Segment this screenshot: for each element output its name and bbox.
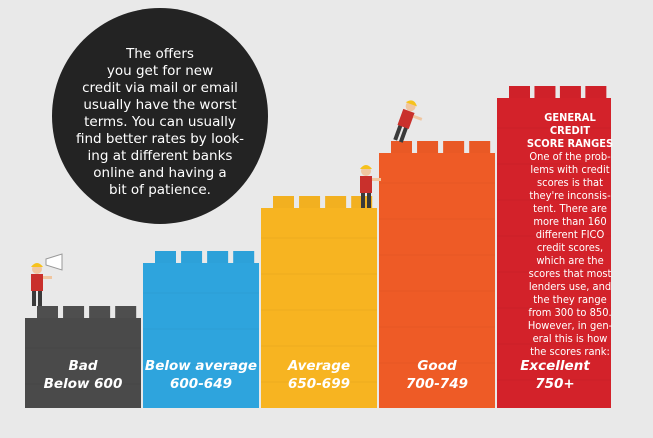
tip-bubble-line: credit via mail or email: [82, 80, 238, 96]
worker-arm: [372, 178, 381, 181]
tip-bubble-line: terms. You can usually: [84, 114, 236, 130]
worker-leg: [398, 126, 409, 143]
block-label: Below average 600-649: [143, 357, 259, 393]
block-stud: [325, 196, 347, 208]
block-category-label: Excellent: [520, 358, 590, 374]
info-body-line: One of the prob-: [529, 150, 611, 163]
hard-hat-icon: [405, 100, 417, 107]
info-body-line: credit scores,: [536, 241, 604, 254]
tip-bubble-text: The offers you get for new credit via mail…: [66, 46, 254, 199]
block-stud: [37, 306, 58, 318]
chart-block: [497, 98, 611, 408]
block-category-label: Good: [417, 358, 457, 374]
worker-leg: [32, 290, 36, 306]
tip-bubble-line: you get for new: [106, 63, 214, 79]
info-body-line: the they range: [533, 293, 607, 306]
block-stud: [509, 86, 530, 98]
hard-hat-icon: [31, 263, 43, 267]
tip-bubble-line: bit of patience.: [109, 182, 211, 198]
block-label: Excellent 750+: [497, 357, 613, 393]
worker-torso: [397, 108, 415, 129]
tip-bubble-line: find better rates by look-: [75, 131, 245, 147]
block-stud: [534, 86, 556, 98]
info-body-line: they're inconsis-: [529, 189, 611, 202]
tip-bubble: [52, 8, 268, 224]
block-range-label: 700-749: [406, 376, 468, 392]
tip-bubble-line: The offers: [126, 46, 194, 62]
block-range-label: 650-699: [288, 376, 350, 392]
worker-torso: [31, 274, 43, 291]
block-stud: [207, 251, 229, 263]
block-stud: [443, 141, 465, 153]
info-title-line: GENERAL: [544, 111, 596, 124]
tip-bubble-line: usually have the worst: [83, 97, 237, 113]
info-title: GENERAL CREDIT SCORE RANGES: [518, 111, 622, 150]
info-body-line: more than 160: [533, 215, 607, 228]
block-category-label: Average: [287, 358, 351, 374]
tip-bubble-line: ing at different banks: [87, 148, 233, 164]
block-range-label: 750+: [535, 376, 575, 392]
block-stud: [115, 306, 137, 318]
info-body-line: which are the: [536, 254, 604, 267]
worker-leg: [38, 290, 42, 306]
worker-figure: [393, 100, 423, 143]
info-body-line: different FICO: [535, 228, 605, 241]
block-label: Good 700-749: [379, 357, 495, 393]
block-stud: [63, 306, 85, 318]
tip-bubble-line: online and having a: [93, 165, 227, 181]
block-stud: [181, 251, 203, 263]
worker-arm: [412, 114, 423, 121]
chart-block: [143, 263, 259, 408]
info-title-line: CREDIT: [549, 124, 591, 137]
block-label: Bad Below 600: [25, 357, 141, 393]
worker-leg: [367, 192, 371, 208]
info-title-line: SCORE RANGES: [526, 137, 614, 150]
block-stud: [233, 251, 255, 263]
block-stud: [155, 251, 176, 263]
block-stud: [585, 86, 607, 98]
info-body-line: eral this is how: [532, 332, 608, 345]
block-stud: [89, 306, 111, 318]
hard-hat-icon: [360, 165, 372, 169]
block-stud: [559, 86, 581, 98]
info-body-line: lems with credit: [530, 163, 610, 176]
info-body-line: However, in gen-: [527, 319, 613, 332]
info-body-line: tent. There are: [533, 202, 607, 215]
info-body: One of the prob-lems with credit scores i…: [518, 150, 622, 358]
info-body-line: the scores rank:: [530, 345, 610, 358]
info-body-line: scores that most: [528, 267, 612, 280]
block-stud: [417, 141, 439, 153]
block-stud: [273, 196, 294, 208]
chart-block: [25, 318, 141, 408]
megaphone-icon: [45, 253, 63, 271]
worker-figure: [360, 165, 381, 208]
block-range-label: 600-649: [170, 376, 232, 392]
chart-block: [379, 153, 495, 408]
block-stud: [299, 196, 321, 208]
info-panel: GENERAL CREDIT SCORE RANGES One of the pro…: [518, 111, 622, 358]
block-category-label: Bad: [68, 358, 98, 374]
info-body-line: lenders use, and: [528, 280, 612, 293]
block-stud: [469, 141, 491, 153]
chart-block: [261, 208, 377, 408]
block-stud: [391, 141, 412, 153]
block-category-label: Below average: [144, 358, 258, 374]
worker-figure: [31, 263, 52, 306]
worker-leg: [361, 192, 365, 208]
worker-torso: [360, 176, 372, 193]
info-body-line: from 300 to 850.: [528, 306, 612, 319]
worker-leg: [393, 124, 403, 141]
block-label: Average 650-699: [261, 357, 377, 393]
info-body-line: scores is that: [536, 176, 603, 189]
block-range-label: Below 600: [43, 376, 123, 392]
worker-arm: [43, 276, 52, 279]
